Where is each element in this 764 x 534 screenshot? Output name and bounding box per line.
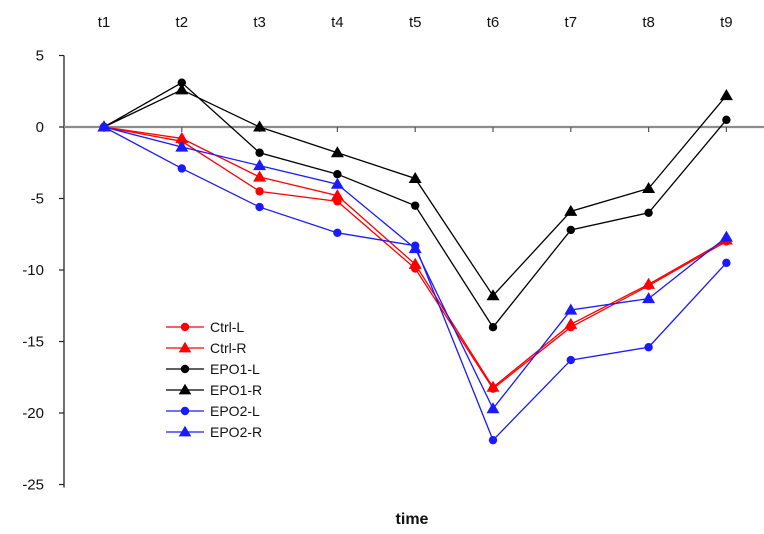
legend-marker: [178, 425, 192, 437]
data-point-ctrl-r: [408, 257, 422, 269]
data-point-epo2-r: [330, 177, 344, 189]
x-tick-label: t3: [253, 14, 266, 31]
legend-label: EPO1-L: [210, 361, 260, 377]
y-tick-label: -20: [22, 405, 44, 422]
data-point-epo2-l: [177, 164, 186, 173]
series-markers: [97, 78, 733, 445]
data-point-epo2-r: [564, 303, 578, 315]
y-tick-label: 5: [36, 48, 44, 65]
x-tick-label: t8: [642, 14, 655, 31]
data-point-epo2-l: [488, 435, 498, 445]
data-point-epo1-l: [411, 201, 420, 210]
data-point-epo1-l: [255, 148, 264, 157]
legend-marker: [178, 341, 192, 353]
data-point-ctrl-l: [255, 187, 264, 196]
data-point-epo1-l: [722, 115, 731, 125]
data-point-epo1-l: [177, 78, 186, 87]
data-point-ctrl-r: [564, 317, 578, 329]
data-point-epo1-l: [644, 208, 653, 217]
data-point-epo2-l: [333, 228, 342, 238]
legend-item-epo2-r: EPO2-R: [166, 424, 262, 440]
legend-label: EPO1-R: [210, 382, 262, 398]
y-tick-label: 0: [36, 119, 44, 136]
data-point-epo2-r: [719, 230, 733, 242]
x-tick-label: t5: [409, 14, 422, 31]
legend-item-ctrl-r: Ctrl-R: [166, 340, 247, 356]
x-tick-label: t7: [565, 14, 578, 31]
data-point-epo1-r: [564, 204, 578, 216]
legend-item-epo2-l: EPO2-L: [166, 403, 260, 419]
y-tick-label: -10: [22, 262, 44, 279]
data-point-ctrl-r: [486, 380, 500, 392]
data-point-epo2-l: [255, 202, 264, 212]
legend-marker: [178, 383, 192, 395]
data-point-epo1-r: [253, 120, 267, 132]
x-tick-label: t1: [98, 14, 111, 31]
data-point-epo1-l: [333, 169, 342, 179]
x-axis-title: time: [396, 511, 429, 528]
data-point-epo1-r: [175, 83, 189, 95]
axes: 5 0 -5 -10 -15 -20 -25 t1 t2 t3 t4 t5 t6 t7 t8 t9: [22, 14, 764, 494]
y-tick-label: -25: [22, 477, 44, 494]
x-tick-label: t4: [331, 14, 344, 31]
data-point-epo1-r: [408, 171, 422, 184]
data-point-epo1-l: [488, 323, 498, 332]
legend-item-ctrl-l: Ctrl-L: [166, 319, 244, 335]
y-tick-label: -15: [22, 334, 44, 351]
data-point-epo2-l: [566, 355, 575, 365]
data-point-epo1-r: [642, 181, 656, 194]
data-point-ctrl-r: [330, 189, 344, 201]
legend: Ctrl-L Ctrl-R EPO1-L EPO1-R EPO2-L EPO2-R: [166, 319, 262, 440]
y-tick-label: -5: [31, 191, 44, 208]
legend-marker: [180, 322, 190, 332]
data-point-ctrl-r: [642, 277, 656, 289]
legend-label: EPO2-R: [210, 424, 262, 440]
data-point-epo1-l: [566, 225, 575, 235]
legend-item-epo1-l: EPO1-L: [166, 361, 260, 377]
legend-label: Ctrl-R: [210, 340, 247, 356]
legend-item-epo1-r: EPO1-R: [166, 382, 262, 398]
legend-marker: [180, 406, 190, 416]
data-point-epo2-l: [644, 343, 653, 352]
legend-label: Ctrl-L: [210, 319, 244, 335]
x-tick-label: t2: [176, 14, 189, 31]
data-point-ctrl-r: [175, 131, 189, 143]
data-point-epo2-l: [722, 258, 731, 268]
data-point-epo1-r: [486, 289, 500, 301]
legend-label: EPO2-L: [210, 403, 260, 419]
data-point-epo2-r: [97, 120, 111, 132]
data-point-epo2-r: [486, 402, 500, 414]
data-point-ctrl-r: [253, 170, 267, 182]
data-point-epo1-r: [719, 89, 733, 101]
data-point-epo2-r: [408, 242, 422, 254]
data-point-epo2-r: [642, 292, 656, 304]
x-tick-label: t9: [720, 14, 733, 31]
data-point-epo1-r: [330, 146, 344, 158]
x-tick-label: t6: [487, 14, 500, 31]
data-point-epo2-r: [253, 159, 267, 171]
data-point-epo2-r: [175, 140, 189, 152]
legend-marker: [180, 364, 190, 374]
